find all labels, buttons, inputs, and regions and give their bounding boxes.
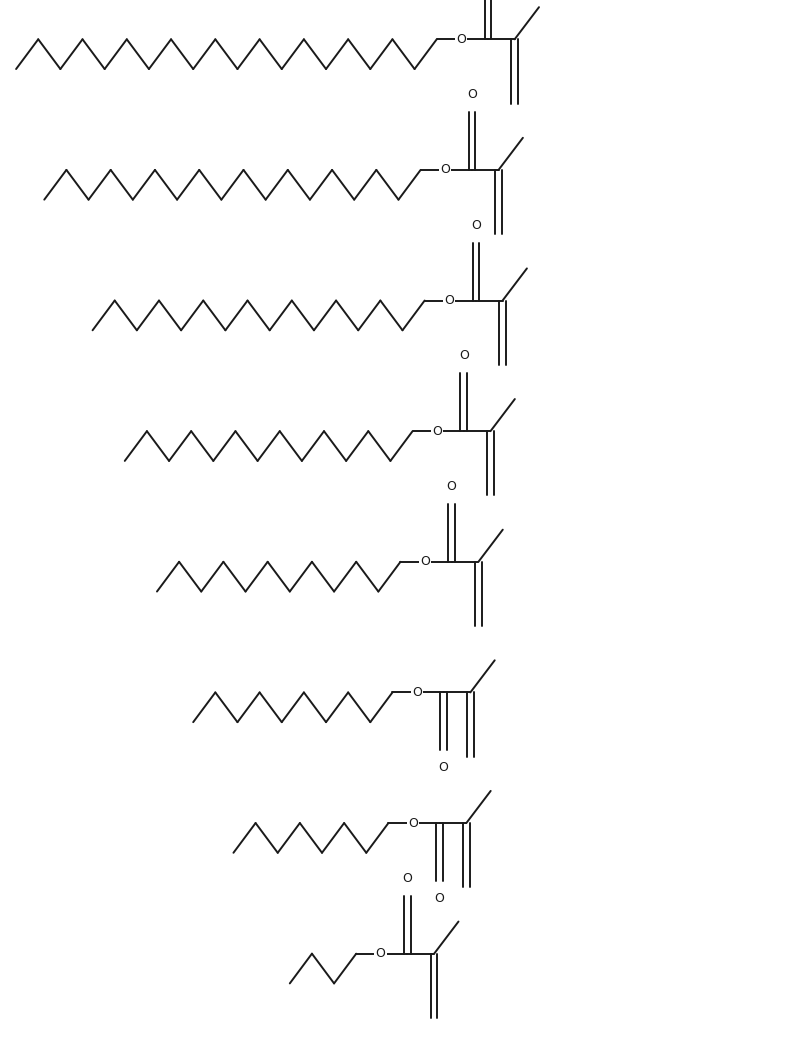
Text: O: O [467,88,477,101]
Text: O: O [439,761,448,774]
Text: O: O [402,872,412,885]
Text: O: O [432,425,442,438]
Text: O: O [440,164,450,176]
Text: O: O [420,555,430,568]
Text: O: O [412,686,422,699]
Text: O: O [471,219,481,232]
Text: O: O [408,817,418,829]
Text: O: O [376,947,386,960]
Text: O: O [459,349,469,362]
Text: O: O [435,892,444,905]
Text: O: O [444,294,454,307]
Text: O: O [447,480,456,493]
Text: O: O [456,33,466,46]
